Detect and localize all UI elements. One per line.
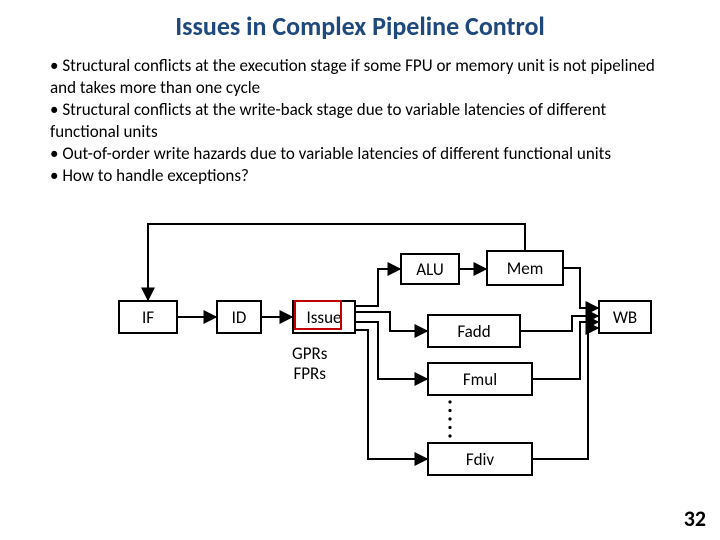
gprs-fprs-label: GPRs FPRs [292, 344, 327, 383]
slide-title: Issues in Complex Pipeline Control [0, 10, 720, 42]
bullet-3: Out-of-order write hazards due to variab… [62, 143, 611, 164]
node-fadd: Fadd [427, 314, 521, 348]
node-id: ID [216, 300, 262, 334]
bullet-2: Structural conflicts at the write-back s… [50, 99, 606, 142]
bullet-1: Structural conflicts at the execution st… [50, 55, 655, 98]
node-wb: WB [598, 300, 652, 334]
node-fmul: Fmul [427, 362, 533, 396]
node-if: IF [118, 300, 178, 334]
node-mem: Mem [486, 250, 564, 286]
bullet-4: How to handle exceptions? [62, 165, 249, 186]
bullet-list: • Structural conflicts at the execution … [50, 55, 670, 188]
node-alu: ALU [400, 253, 460, 285]
page-number: 32 [684, 505, 706, 532]
node-issue-highlight [294, 300, 342, 330]
node-fdiv: Fdiv [427, 442, 533, 476]
